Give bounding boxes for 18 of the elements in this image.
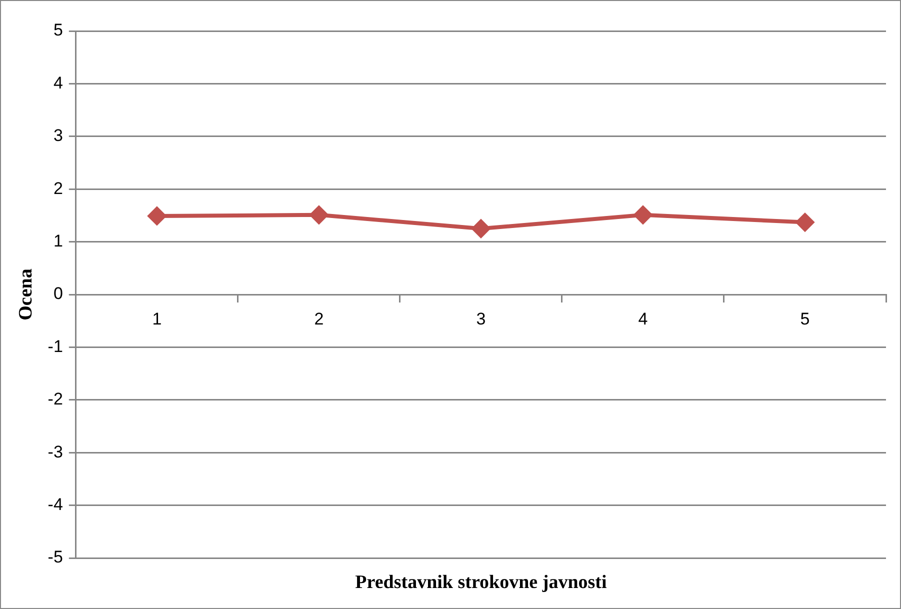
y-tick-label: 1 [53,231,63,250]
y-tick-label: 5 [53,20,63,40]
y-tick-label: 0 [53,284,63,304]
x-tick-label: 1 [152,309,162,328]
x-tick-label: 3 [476,309,486,328]
y-tick-label: -3 [48,442,63,462]
y-tick-label: 3 [53,126,63,146]
y-tick-label: -5 [48,548,63,567]
x-tick-label: 4 [638,309,648,328]
y-tick-label: 4 [53,73,63,92]
y-tick-label: -2 [48,390,63,409]
y-tick-label: -4 [48,494,63,514]
x-axis-title: Predstavnik strokovne javnosti [355,572,607,593]
y-tick-label: 2 [53,178,63,198]
y-tick-label: -1 [48,336,63,356]
x-tick-label: 5 [800,309,810,328]
x-tick-label: 2 [314,309,324,328]
y-axis-title: Ocena [15,268,36,320]
